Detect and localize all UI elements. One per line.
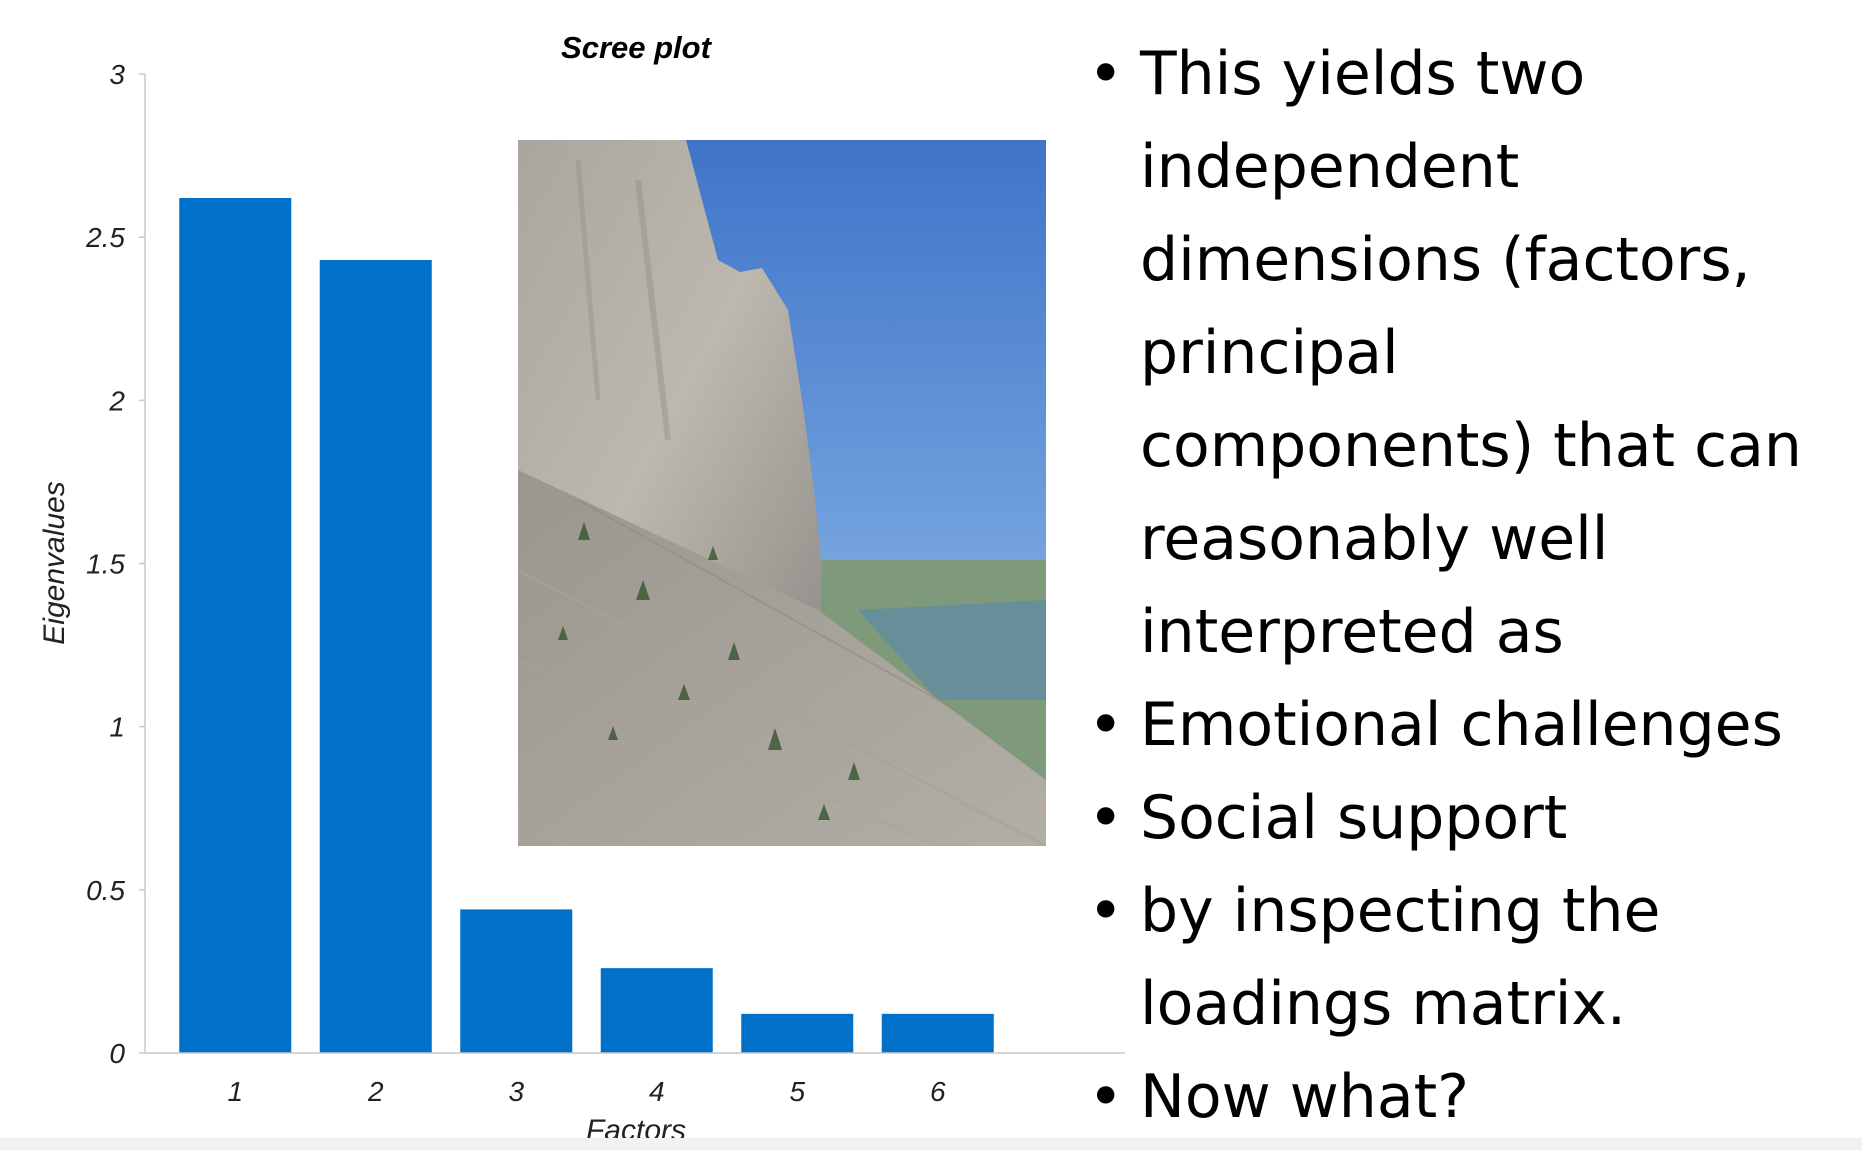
bullet-line: • Now what? xyxy=(1070,1051,1860,1144)
y-tick-label: 1 xyxy=(109,712,125,743)
y-tick-label: 3 xyxy=(109,59,125,90)
bullet-text: reasonably well xyxy=(1140,504,1609,574)
bullet-dot-icon: • xyxy=(1088,876,1124,946)
bullet-dot-icon: • xyxy=(1088,783,1124,853)
bar-factor-5 xyxy=(741,1013,854,1053)
x-tick-label: 2 xyxy=(367,1076,384,1107)
bullet-line: components) that can xyxy=(1070,400,1860,493)
chart-title: Scree plot xyxy=(561,30,713,65)
bullet-text: principal xyxy=(1140,318,1399,388)
bullet-line: loadings matrix. xyxy=(1070,958,1860,1051)
bullet-text: independent xyxy=(1140,132,1520,202)
bullet-line: reasonably well xyxy=(1070,493,1860,586)
bullet-line: • This yields two xyxy=(1070,28,1860,121)
bullet-line: • by inspecting the xyxy=(1070,865,1860,958)
bullet-line: dimensions (factors, xyxy=(1070,214,1860,307)
bullet-text: Emotional challenges xyxy=(1140,690,1783,760)
bullet-text: Now what? xyxy=(1140,1062,1469,1132)
bar-factor-1 xyxy=(179,198,292,1054)
bar-factor-4 xyxy=(600,968,713,1053)
bullet-line: • Social support xyxy=(1070,772,1860,865)
mountain-cliff-image xyxy=(518,140,1046,846)
bar-factor-6 xyxy=(881,1013,994,1053)
axes-layer: 0 0.5 1 1.5 2 2.5 3 1 2 3 4 5 6 xyxy=(85,59,1125,1107)
y-tick-label: 0.5 xyxy=(86,875,125,906)
bottom-strip xyxy=(0,1138,1862,1150)
y-tick-label: 2.5 xyxy=(85,222,125,253)
y-axis-title: Eigenvalues xyxy=(38,481,71,644)
bullet-line: interpreted as xyxy=(1070,586,1860,679)
mountain-cliff-photo xyxy=(518,140,1046,846)
bullet-text: Social support xyxy=(1140,783,1568,853)
bars-layer xyxy=(179,198,994,1054)
bullet-dot-icon: • xyxy=(1088,690,1124,760)
bar-factor-3 xyxy=(460,909,573,1053)
bullet-text: dimensions (factors, xyxy=(1140,225,1751,295)
y-tick-label: 2 xyxy=(108,385,125,416)
y-tick-label: 0 xyxy=(109,1038,125,1069)
bullet-text: interpreted as xyxy=(1140,597,1564,667)
bullet-line: independent xyxy=(1070,121,1860,214)
bullet-text: This yields two xyxy=(1140,39,1586,109)
bullet-list: • This yields two independent dimensions (f… xyxy=(1070,28,1860,1144)
bullet-dot-icon: • xyxy=(1088,1062,1124,1132)
bullet-line: • Emotional challenges xyxy=(1070,679,1860,772)
bullet-dot-icon: • xyxy=(1088,39,1124,109)
y-tick-label: 1.5 xyxy=(86,549,125,580)
bullet-line: principal xyxy=(1070,307,1860,400)
bullet-text: loadings matrix. xyxy=(1140,969,1627,1039)
x-tick-label: 6 xyxy=(930,1076,946,1107)
x-tick-label: 1 xyxy=(227,1076,243,1107)
bullet-text: components) that can xyxy=(1140,411,1802,481)
x-tick-label: 3 xyxy=(508,1076,524,1107)
x-tick-label: 4 xyxy=(649,1076,665,1107)
bullet-text: by inspecting the xyxy=(1140,876,1661,946)
bar-factor-2 xyxy=(319,260,432,1053)
x-tick-label: 5 xyxy=(789,1076,805,1107)
